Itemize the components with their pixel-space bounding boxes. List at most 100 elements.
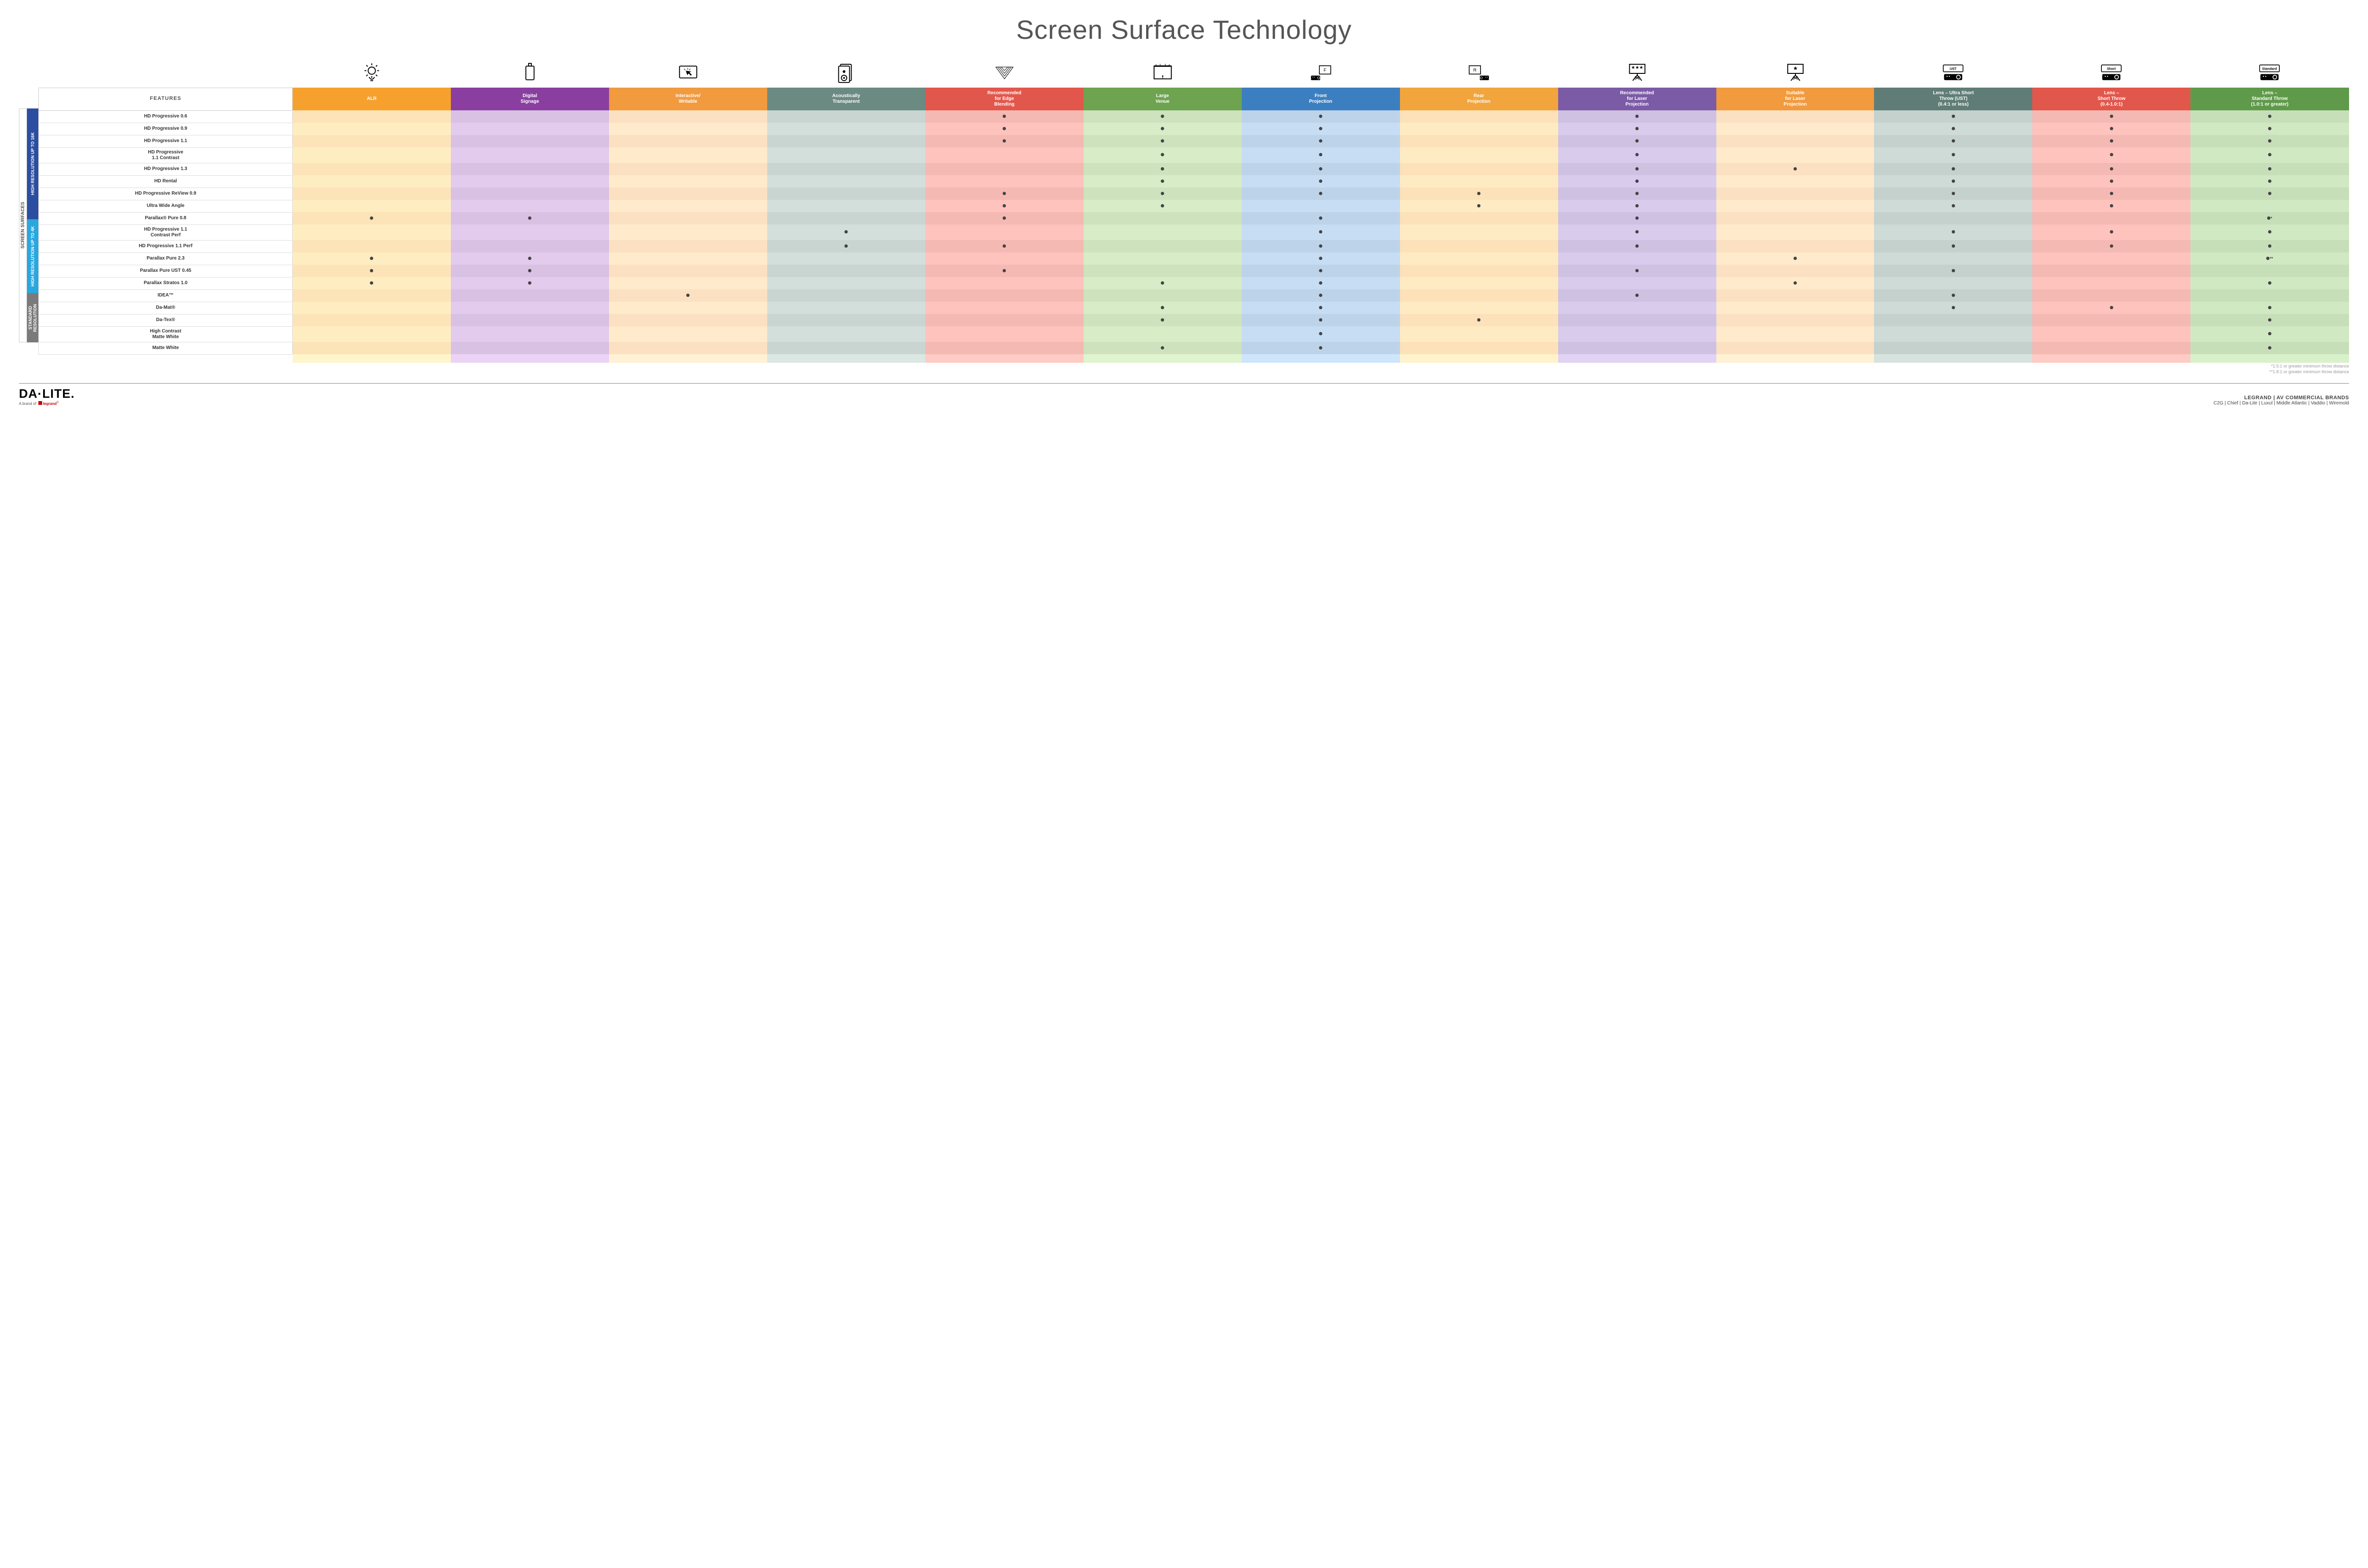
cell-std	[2190, 188, 2349, 200]
cell-large	[1084, 240, 1242, 252]
cell-acoustic	[767, 342, 925, 354]
cell-std	[2190, 123, 2349, 135]
cell-front	[1242, 252, 1400, 265]
cell-large	[1084, 175, 1242, 188]
cell-alr	[293, 175, 451, 188]
cell-acoustic	[767, 123, 925, 135]
cell-interactive	[609, 302, 767, 314]
cell-rear	[1400, 175, 1558, 188]
spacer-cell	[1716, 354, 1875, 363]
column-header-std: Lens –Standard Throw(1.0:1 or greater)	[2190, 88, 2349, 110]
row-label: Matte White	[39, 342, 293, 354]
cell-alr	[293, 326, 451, 342]
cell-alr	[293, 110, 451, 123]
cell-ust	[1874, 212, 2032, 224]
cell-rear	[1400, 188, 1558, 200]
cell-std	[2190, 277, 2349, 289]
row-label: HD Progressive 1.1 Perf	[39, 240, 293, 252]
cell-edge	[925, 265, 1084, 277]
svg-text:Standard: Standard	[2262, 66, 2277, 71]
cell-short	[2032, 252, 2190, 265]
cell-short	[2032, 224, 2190, 240]
cell-suitlaser	[1716, 240, 1875, 252]
spacer-cell	[293, 354, 451, 363]
cell-reclaser	[1558, 265, 1716, 277]
cell-signage	[451, 252, 609, 265]
cell-alr	[293, 123, 451, 135]
row-label: Parallax Pure UST 0.45	[39, 265, 293, 277]
cell-alr	[293, 147, 451, 163]
cell-edge	[925, 175, 1084, 188]
cell-alr	[293, 265, 451, 277]
cell-large	[1084, 147, 1242, 163]
cell-reclaser	[1558, 200, 1716, 212]
cell-reclaser	[1558, 188, 1716, 200]
cell-reclaser	[1558, 342, 1716, 354]
cell-interactive	[609, 252, 767, 265]
cell-signage	[451, 277, 609, 289]
cell-short	[2032, 200, 2190, 212]
cell-std	[2190, 265, 2349, 277]
cell-acoustic	[767, 265, 925, 277]
column-icon-alr	[293, 59, 451, 88]
cell-front	[1242, 200, 1400, 212]
column-header-ust: Lens – Ultra ShortThrow (UST)(0.4:1 or l…	[1874, 88, 2032, 110]
cell-ust	[1874, 252, 2032, 265]
cell-rear	[1400, 200, 1558, 212]
row-label: Ultra Wide Angle	[39, 200, 293, 212]
cell-ust	[1874, 342, 2032, 354]
row-label: HD Progressive 1.1	[39, 135, 293, 147]
cell-edge	[925, 326, 1084, 342]
cell-alr	[293, 212, 451, 224]
cell-interactive	[609, 135, 767, 147]
cell-interactive	[609, 212, 767, 224]
cell-suitlaser	[1716, 277, 1875, 289]
cell-suitlaser	[1716, 289, 1875, 302]
cell-large	[1084, 200, 1242, 212]
cell-alr	[293, 200, 451, 212]
cell-acoustic	[767, 110, 925, 123]
cell-acoustic	[767, 135, 925, 147]
row-label: HD Progressive 1.3	[39, 163, 293, 175]
cell-suitlaser	[1716, 314, 1875, 326]
cell-reclaser	[1558, 110, 1716, 123]
cell-std	[2190, 314, 2349, 326]
group-label-g16k: HIGH RESOLUTION UP TO 16K	[27, 108, 38, 219]
cell-reclaser	[1558, 314, 1716, 326]
spacer-cell	[451, 354, 609, 363]
cell-signage	[451, 200, 609, 212]
row-label: High ContrastMatte White	[39, 326, 293, 342]
cell-std	[2190, 342, 2349, 354]
cell-ust	[1874, 123, 2032, 135]
cell-short	[2032, 110, 2190, 123]
brands-title: LEGRAND | AV COMMERCIAL BRANDS	[2214, 395, 2349, 401]
cell-signage	[451, 342, 609, 354]
cell-acoustic	[767, 163, 925, 175]
cell-ust	[1874, 277, 2032, 289]
cell-rear	[1400, 110, 1558, 123]
table-row: Da-Tex®	[39, 314, 2349, 326]
cell-suitlaser	[1716, 252, 1875, 265]
cell-front	[1242, 302, 1400, 314]
cell-std	[2190, 224, 2349, 240]
cell-signage	[451, 314, 609, 326]
column-icon-short: Short	[2032, 59, 2190, 88]
cell-interactive	[609, 147, 767, 163]
row-label: Parallax Stratos 1.0	[39, 277, 293, 289]
footnotes: *1.5:1 or greater minimum throw distance…	[38, 364, 2349, 375]
cell-edge	[925, 200, 1084, 212]
cell-interactive	[609, 110, 767, 123]
cell-suitlaser	[1716, 212, 1875, 224]
cell-edge	[925, 302, 1084, 314]
cell-acoustic	[767, 240, 925, 252]
spacer-cell	[609, 354, 767, 363]
column-header-suitlaser: Suitablefor LaserProjection	[1716, 88, 1875, 110]
cell-signage	[451, 326, 609, 342]
spacer-cell	[2032, 354, 2190, 363]
cell-short	[2032, 302, 2190, 314]
row-label: HD Progressive1.1 Contrast	[39, 147, 293, 163]
cell-suitlaser	[1716, 302, 1875, 314]
cell-suitlaser	[1716, 123, 1875, 135]
cell-acoustic	[767, 200, 925, 212]
cell-front	[1242, 314, 1400, 326]
